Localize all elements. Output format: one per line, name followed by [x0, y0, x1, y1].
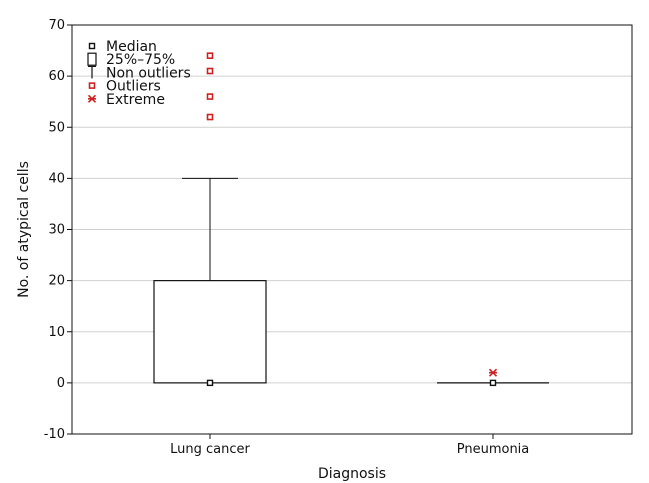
legend-whisker-icon — [88, 65, 96, 79]
legend-box-icon — [87, 52, 97, 66]
legend-label: 25%–75% — [106, 52, 175, 68]
legend-item-extreme: Extreme — [87, 92, 165, 108]
y-tick-label: 60 — [48, 69, 65, 84]
box-pneumonia — [437, 368, 549, 387]
legend-item-outlier: Outliers — [88, 79, 161, 95]
legend-label: Median — [106, 39, 157, 55]
y-tick-label: 30 — [48, 223, 65, 238]
legend-label: Outliers — [106, 79, 161, 95]
outlier-point — [206, 113, 214, 121]
outlier-point — [206, 93, 214, 100]
y-tick-label: 10 — [48, 325, 65, 340]
y-tick-labels: -10 0 10 20 30 40 50 60 70 — [44, 18, 65, 442]
median-marker — [489, 379, 497, 387]
y-tick-label: -10 — [44, 427, 65, 442]
x-tick-labels: Lung cancer Pneumonia — [170, 434, 529, 457]
y-tick-label: 50 — [48, 120, 65, 135]
median-marker — [206, 379, 214, 387]
x-tick-label: Lung cancer — [170, 442, 250, 457]
outlier-point — [206, 67, 214, 75]
extreme-point — [488, 368, 498, 377]
y-tick-label: 70 — [48, 18, 65, 33]
legend-outlier-icon — [88, 82, 96, 89]
boxes-layer — [153, 52, 549, 387]
y-tick-label: 20 — [48, 274, 65, 289]
legend-item-box: 25%–75% — [87, 52, 175, 68]
iqr-box — [153, 280, 267, 384]
x-axis-title: Diagnosis — [318, 466, 386, 482]
legend-item-median: Median — [88, 39, 157, 55]
outlier-point — [206, 52, 214, 59]
x-tick-label: Pneumonia — [457, 442, 530, 457]
y-axis-title: No. of atypical cells — [16, 161, 32, 298]
legend-item-whisker: Non outliers — [88, 65, 191, 81]
legend-label: Extreme — [106, 92, 165, 108]
legend-extreme-icon — [87, 94, 97, 103]
plot-frame — [71, 24, 633, 435]
legend-median-icon — [88, 42, 96, 50]
legend-label: Non outliers — [106, 65, 191, 81]
box-lung-cancer — [153, 52, 267, 387]
y-tick-label: 40 — [48, 171, 65, 186]
y-tick-label: 0 — [57, 376, 65, 391]
